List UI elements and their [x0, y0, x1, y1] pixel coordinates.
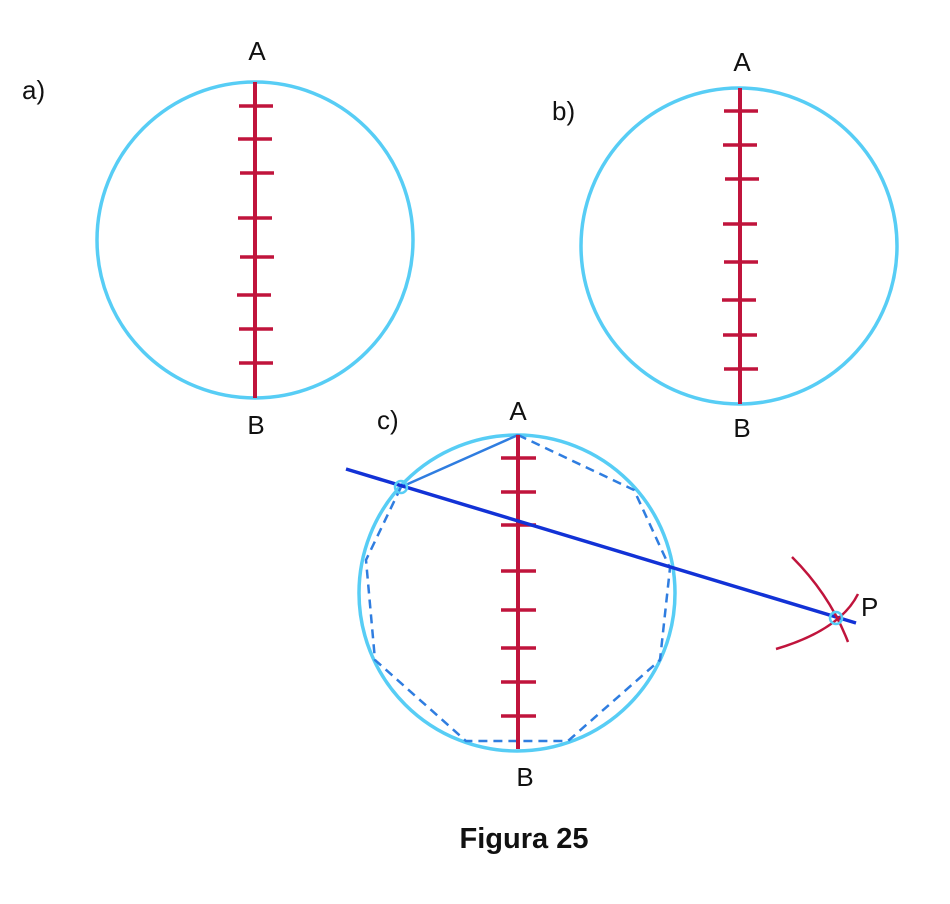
- figure-caption: Figura 25: [460, 823, 589, 855]
- panel-a: a) A B: [22, 36, 415, 440]
- panel-a-division-ticks: [237, 104, 274, 365]
- panel-c-construction-arc: [791, 556, 850, 643]
- panel-c-intersection-marker: [393, 479, 409, 495]
- panel-a-point-a: A: [248, 36, 266, 66]
- panel-c-point-a: A: [509, 396, 527, 426]
- panel-a-label: a): [22, 75, 45, 105]
- panel-c-label: c): [377, 405, 399, 435]
- panel-c-construction-arc: [775, 593, 860, 651]
- panel-b-division-ticks: [722, 109, 759, 371]
- panel-b-label: b): [552, 96, 575, 126]
- panel-b-point-b: B: [733, 413, 750, 443]
- panel-c-point-p: P: [861, 592, 878, 622]
- panel-c-polygon-first-side: [400, 433, 519, 489]
- panel-a-point-b: B: [247, 410, 264, 440]
- panel-c-point-b: B: [516, 762, 533, 792]
- panel-c-secant-line: [345, 467, 857, 625]
- panel-c-polygon-dashed-sides: [364, 433, 672, 743]
- panel-b: b) A B: [552, 47, 899, 443]
- panel-b-point-a: A: [733, 47, 751, 77]
- panel-c-point-p-marker: [828, 610, 844, 626]
- panel-c: c) A B P: [345, 396, 878, 792]
